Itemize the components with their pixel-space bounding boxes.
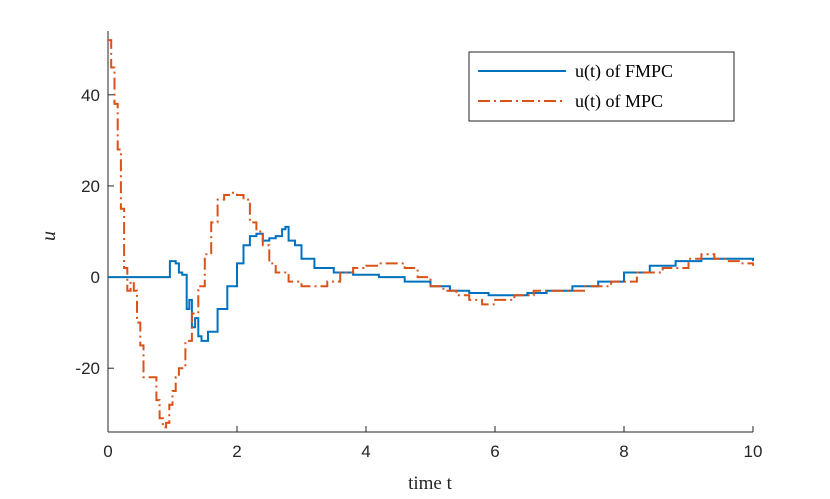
series-line-mpc — [108, 39, 754, 429]
x-ticks: 0 2 4 6 8 10 — [103, 426, 762, 461]
x-tick-label: 8 — [619, 442, 628, 461]
x-tick-label: 4 — [361, 442, 370, 461]
y-tick-label: 40 — [81, 86, 100, 105]
legend: u(t) of FMPC u(t) of MPC — [468, 51, 735, 122]
x-axis-label-text: time t — [408, 473, 453, 494]
x-axis-label: time t — [408, 473, 453, 494]
y-axis-label: u — [38, 231, 60, 241]
legend-label-mpc: u(t) of MPC — [575, 91, 663, 112]
y-tick-label: -20 — [75, 359, 100, 378]
x-tick-label: 6 — [490, 442, 499, 461]
legend-box — [468, 51, 735, 122]
y-tick-label: 20 — [81, 177, 100, 196]
series-layer — [108, 39, 754, 429]
legend-label-fmpc: u(t) of FMPC — [575, 61, 673, 82]
y-tick-label: 0 — [91, 268, 100, 287]
x-tick-label: 0 — [103, 442, 112, 461]
x-tick-label: 2 — [232, 442, 241, 461]
x-tick-label: 10 — [744, 442, 763, 461]
